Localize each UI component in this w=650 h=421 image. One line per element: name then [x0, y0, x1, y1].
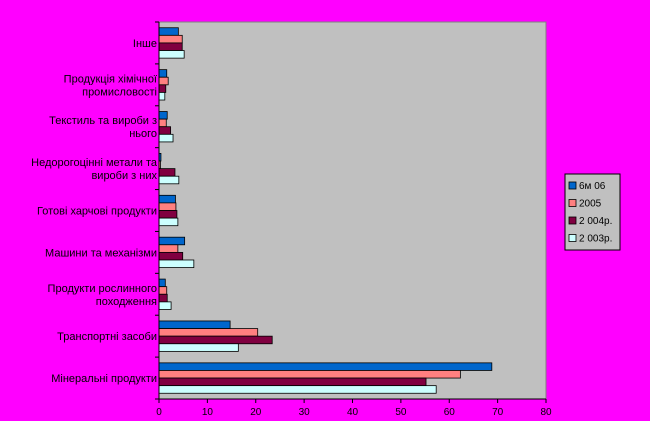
bars-layer: [158, 27, 493, 394]
bar: [158, 111, 168, 120]
bar: [158, 301, 172, 310]
bar: [158, 50, 185, 59]
y-tick-label: Продукти рослинного походження: [48, 283, 157, 308]
legend-swatch: [568, 216, 577, 225]
legend-swatch: [568, 199, 577, 207]
bar: [158, 194, 176, 204]
bar: [158, 320, 231, 329]
x-tick-label: 60: [444, 407, 456, 418]
bar: [158, 118, 167, 128]
y-tick-label: Недорогоцінні метали та вироби з них: [31, 157, 158, 182]
legend-swatch: [568, 181, 577, 190]
x-tick-label: 40: [347, 407, 359, 418]
y-tick-label: Готові харчові продукти: [37, 206, 157, 218]
y-tick-label: Текстиль та вироби з нього: [49, 115, 157, 140]
x-tick-label: 10: [202, 407, 214, 418]
legend-swatch: [568, 234, 577, 242]
bar: [158, 202, 177, 211]
bar: [158, 76, 169, 86]
bar: [158, 210, 178, 219]
bar: [158, 69, 168, 78]
bar: [158, 385, 437, 394]
x-tick-label: 30: [299, 407, 311, 418]
bar: [158, 92, 166, 101]
bar: [158, 335, 273, 345]
x-tick-label: 70: [492, 407, 504, 418]
bar: [158, 244, 179, 253]
bar: [158, 126, 172, 135]
y-tick-label: Машини та механізми: [45, 247, 157, 259]
bar: [158, 293, 168, 303]
bar: [158, 84, 167, 93]
bar: [158, 175, 180, 185]
y-tick-label: Мінеральні продукти: [51, 373, 157, 385]
x-tick-label: 20: [250, 407, 262, 418]
bar: [158, 259, 195, 268]
bar: [158, 236, 186, 246]
bar: [158, 168, 176, 177]
y-tick-label: Транспортні засоби: [57, 331, 157, 343]
bar: [158, 328, 259, 337]
bar: [158, 217, 179, 227]
bar: [158, 278, 166, 288]
y-tick-label: Інше: [133, 38, 157, 50]
legend-label: 2005: [579, 199, 602, 210]
legend-label: 2 004р.: [579, 216, 612, 227]
bar: [158, 343, 239, 352]
legend: 6м 06 2005 2 004р. 2 003р.: [564, 173, 621, 251]
bar: [158, 42, 183, 51]
bar: [158, 34, 183, 44]
legend-label: 6м 06: [579, 181, 606, 192]
x-tick-label: 80: [540, 407, 552, 418]
x-tick-label: 0: [156, 407, 162, 418]
bar: [158, 370, 461, 379]
bar: [158, 286, 168, 295]
bar: [158, 27, 179, 36]
bar: [158, 377, 427, 387]
y-tick-label: Продукція хімічної промисловості: [64, 73, 157, 98]
bar: [158, 133, 174, 143]
bar: [158, 362, 493, 371]
x-tick-label: 50: [395, 407, 407, 418]
bar: [158, 251, 184, 261]
legend-label: 2 003р.: [579, 234, 612, 245]
axes-layer: Мінеральні продукти Транспортні засоби Про…: [31, 21, 552, 418]
